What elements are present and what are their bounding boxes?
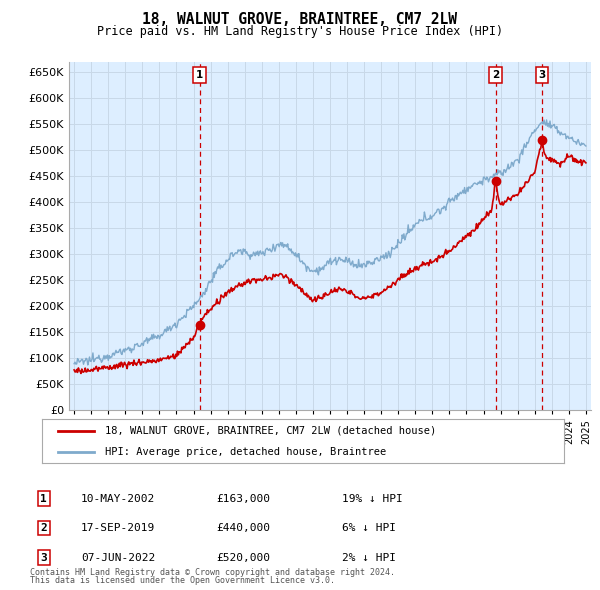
Text: 17-SEP-2019: 17-SEP-2019	[81, 523, 155, 533]
Text: 18, WALNUT GROVE, BRAINTREE, CM7 2LW: 18, WALNUT GROVE, BRAINTREE, CM7 2LW	[143, 12, 458, 27]
Text: £520,000: £520,000	[216, 553, 270, 562]
Text: 18, WALNUT GROVE, BRAINTREE, CM7 2LW (detached house): 18, WALNUT GROVE, BRAINTREE, CM7 2LW (de…	[104, 426, 436, 436]
Text: 2: 2	[40, 523, 47, 533]
Text: HPI: Average price, detached house, Braintree: HPI: Average price, detached house, Brai…	[104, 447, 386, 457]
Text: 6% ↓ HPI: 6% ↓ HPI	[342, 523, 396, 533]
Text: This data is licensed under the Open Government Licence v3.0.: This data is licensed under the Open Gov…	[30, 576, 335, 585]
Text: £163,000: £163,000	[216, 494, 270, 503]
Text: 1: 1	[40, 494, 47, 503]
Text: 2% ↓ HPI: 2% ↓ HPI	[342, 553, 396, 562]
Text: 2: 2	[492, 70, 499, 80]
Text: £440,000: £440,000	[216, 523, 270, 533]
Text: 07-JUN-2022: 07-JUN-2022	[81, 553, 155, 562]
Text: 19% ↓ HPI: 19% ↓ HPI	[342, 494, 403, 503]
Text: 1: 1	[196, 70, 203, 80]
Text: 3: 3	[538, 70, 545, 80]
Text: Price paid vs. HM Land Registry's House Price Index (HPI): Price paid vs. HM Land Registry's House …	[97, 25, 503, 38]
Text: 3: 3	[40, 553, 47, 562]
Text: Contains HM Land Registry data © Crown copyright and database right 2024.: Contains HM Land Registry data © Crown c…	[30, 568, 395, 577]
Text: 10-MAY-2002: 10-MAY-2002	[81, 494, 155, 503]
